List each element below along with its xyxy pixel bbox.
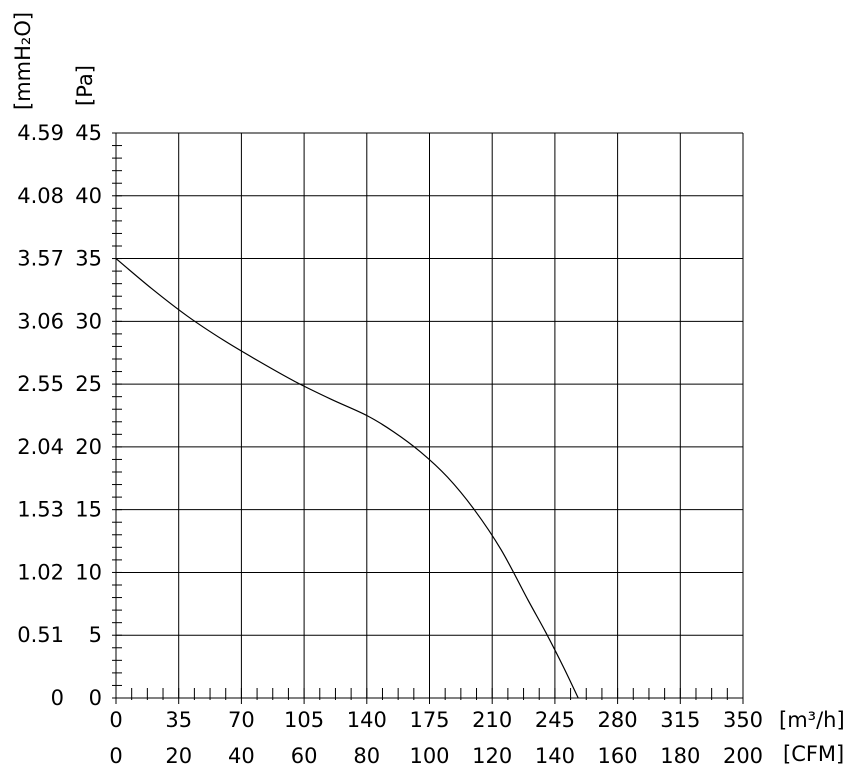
x2-tick-label-2: 40 (228, 744, 255, 768)
y-tick-label-pa-1: 5 (89, 623, 102, 647)
x-tick-label-3: 105 (284, 708, 324, 732)
y-tick-label-mmh2o-4: 2.04 (17, 435, 64, 459)
y-tick-label-pa-5: 25 (75, 372, 102, 396)
x-tick-label-1: 35 (165, 708, 192, 732)
y-tick-label-mmh2o-0: 0 (51, 686, 64, 710)
x2-tick-label-4: 80 (353, 744, 380, 768)
x-tick-label-0: 0 (109, 708, 122, 732)
y-tick-label-mmh2o-6: 3.06 (17, 309, 64, 333)
y-tick-label-pa-7: 35 (75, 247, 102, 271)
y-axis-unit-label-mmh2o: [mmH₂O] (11, 12, 35, 110)
minor-ticks (112, 132, 744, 704)
x2-tick-label-6: 120 (472, 744, 512, 768)
pressure-curve-0 (115, 258, 579, 699)
y-tick-label-pa-0: 0 (89, 686, 102, 710)
x2-tick-label-7: 140 (535, 744, 575, 768)
y-tick-label-mmh2o-5: 2.55 (17, 372, 64, 396)
x-tick-label-6: 210 (472, 708, 512, 732)
y-tick-label-mmh2o-1: 0.51 (17, 623, 64, 647)
y-tick-label-pa-9: 45 (75, 121, 102, 145)
y-tick-label-pa-3: 15 (75, 498, 102, 522)
y-tick-label-pa-8: 40 (75, 184, 102, 208)
x2-tick-label-8: 160 (598, 744, 638, 768)
x2-tick-label-1: 20 (165, 744, 192, 768)
curve-layer (115, 258, 579, 699)
x-tick-label-2: 70 (228, 708, 255, 732)
x-tick-label-4: 140 (347, 708, 387, 732)
y-tick-label-mmh2o-3: 1.53 (17, 498, 64, 522)
grid (115, 132, 744, 699)
x2-tick-label-9: 180 (660, 744, 700, 768)
x2-tick-label-0: 0 (109, 744, 122, 768)
y-tick-label-mmh2o-2: 1.02 (17, 560, 64, 584)
x2-tick-label-10: 200 (723, 744, 763, 768)
x-tick-label-5: 175 (409, 708, 449, 732)
x2-tick-label-3: 60 (291, 744, 318, 768)
x-tick-label-9: 315 (660, 708, 700, 732)
y-tick-label-mmh2o-9: 4.59 (17, 121, 64, 145)
y-tick-label-pa-6: 30 (75, 309, 102, 333)
x-axis-unit-label: [m³/h] (779, 708, 845, 732)
x-tick-label-10: 350 (723, 708, 763, 732)
x-tick-label-8: 280 (598, 708, 638, 732)
x-tick-label-7: 245 (535, 708, 575, 732)
y-tick-label-mmh2o-7: 3.57 (17, 247, 64, 271)
y-tick-label-mmh2o-8: 4.08 (17, 184, 64, 208)
y-tick-label-pa-4: 20 (75, 435, 102, 459)
x2-axis-unit-label: [CFM] (783, 742, 844, 766)
x2-tick-label-5: 100 (409, 744, 449, 768)
y-tick-label-pa-2: 10 (75, 560, 102, 584)
y-axis-unit-label-pa: [Pa] (73, 65, 97, 106)
